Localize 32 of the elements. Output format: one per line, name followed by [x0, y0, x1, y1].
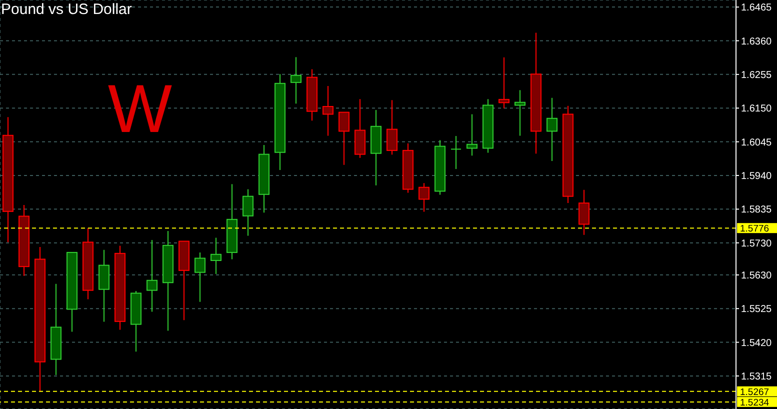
- y-tick-label: 1.6465: [741, 2, 772, 14]
- candlestick: [386, 100, 398, 156]
- candlestick: [194, 252, 206, 302]
- candlestick: [242, 188, 254, 236]
- candlestick: [514, 90, 526, 136]
- candlestick: [322, 85, 334, 136]
- annotation: W: [108, 71, 172, 147]
- chart-title: Pound vs US Dollar: [1, 1, 132, 18]
- y-tick-label: 1.6150: [741, 104, 772, 115]
- y-tick-label: 1.5525: [741, 304, 772, 316]
- y-tick-label: 1.5315: [741, 372, 772, 383]
- y-tick-label: 1.6360: [741, 36, 772, 48]
- ref-line-label: 1.5267: [740, 386, 770, 398]
- candlestick: [290, 56, 302, 104]
- candlestick: [546, 97, 558, 162]
- candlestick: [418, 182, 430, 212]
- ref-line-label: 1.5234: [740, 397, 770, 408]
- candlestick: [338, 112, 350, 166]
- candlestick: [498, 56, 510, 109]
- candlestick: [450, 136, 462, 170]
- ref-line-label: 1.5776: [740, 224, 770, 235]
- candlestick: [466, 114, 478, 156]
- candlestick: [210, 237, 222, 274]
- y-tick-label: 1.6045: [741, 137, 772, 148]
- y-tick-label: 1.5630: [741, 270, 772, 282]
- y-tick-label: 1.5420: [741, 338, 772, 349]
- y-tick-label: 1.5835: [741, 204, 772, 216]
- y-tick-label: 1.5940: [741, 171, 772, 182]
- y-tick-label: 1.6255: [741, 70, 772, 81]
- candlestick: [146, 239, 158, 312]
- y-tick-label: 1.5730: [741, 238, 772, 250]
- candlestick: [578, 189, 590, 236]
